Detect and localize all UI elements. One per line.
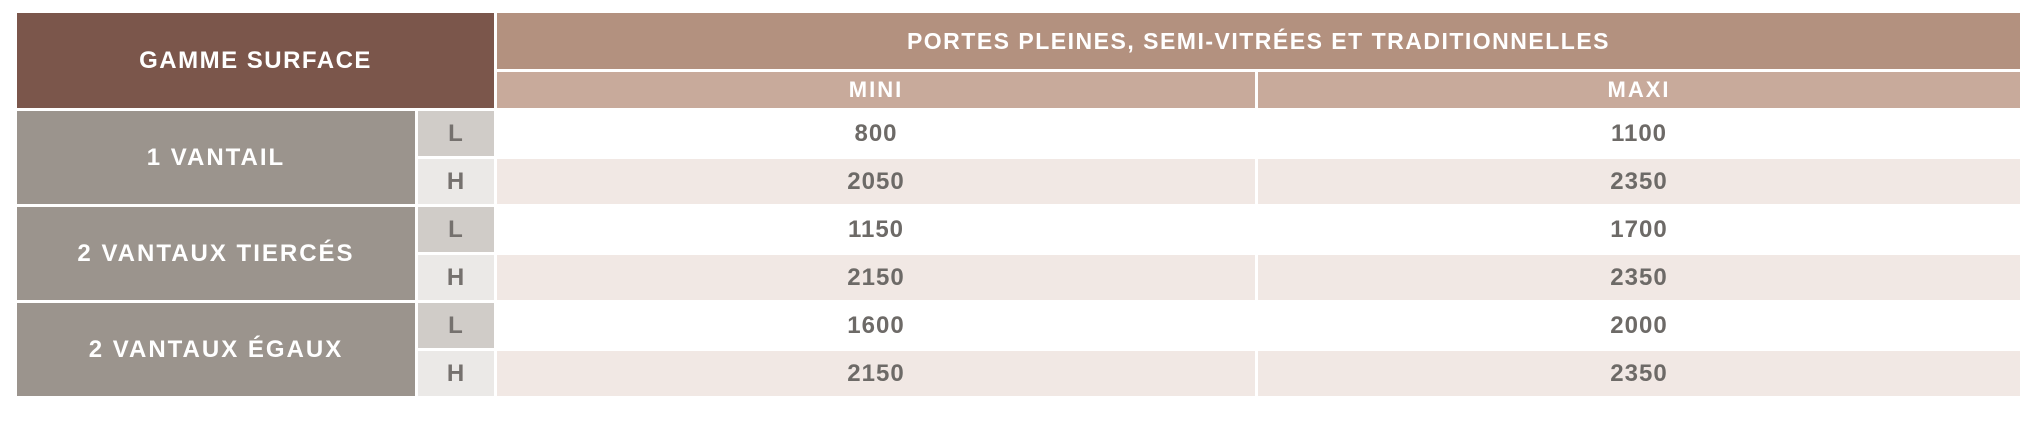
dim-cell-h: H [418, 255, 494, 300]
table-row: H 2050 2350 [17, 159, 2020, 204]
dim-cell-l: L [418, 207, 494, 252]
value-cell-maxi: 2350 [1258, 351, 2020, 396]
row-label-1-vantail: 1 VANTAIL [17, 111, 415, 204]
value-cell-maxi: 2350 [1258, 159, 2020, 204]
value-cell-maxi: 1100 [1258, 111, 2020, 156]
table-row: 1 VANTAIL L 800 1100 [17, 111, 2020, 204]
table-row: H 2150 2350 [17, 255, 2020, 300]
value-cell-mini: 800 [497, 111, 1255, 156]
value-cell-mini: 2050 [497, 159, 1255, 204]
dim-cell-l: L [418, 303, 494, 348]
main-header-portes: PORTES PLEINES, SEMI-VITRÉES ET TRADITIO… [497, 13, 2020, 69]
table-row: 2 VANTAUX ÉGAUX L 1600 2000 [17, 303, 2020, 396]
corner-header-gamme-surface: GAMME SURFACE [17, 13, 494, 108]
row-label-2-vantaux-egaux: 2 VANTAUX ÉGAUX [17, 303, 415, 396]
column-header-mini: MINI [497, 72, 1255, 108]
header-row-main: GAMME SURFACE PORTES PLEINES, SEMI-VITRÉ… [17, 13, 2020, 108]
value-cell-mini: 2150 [497, 351, 1255, 396]
value-cell-maxi: 1700 [1258, 207, 2020, 252]
value-cell-mini: 2150 [497, 255, 1255, 300]
dim-cell-h: H [418, 159, 494, 204]
dim-cell-h: H [418, 351, 494, 396]
value-cell-maxi: 2000 [1258, 303, 2020, 348]
dim-cell-l: L [418, 111, 494, 156]
column-header-maxi: MAXI [1258, 72, 2020, 108]
value-cell-maxi: 2350 [1258, 255, 2020, 300]
value-cell-mini: 1600 [497, 303, 1255, 348]
dimensions-table: GAMME SURFACE PORTES PLEINES, SEMI-VITRÉ… [14, 10, 2023, 399]
table-row: 2 VANTAUX TIERCÉS L 1150 1700 [17, 207, 2020, 300]
row-label-2-vantaux-tierces: 2 VANTAUX TIERCÉS [17, 207, 415, 300]
header-row-sub: MINI MAXI [17, 72, 2020, 108]
table-row: H 2150 2350 [17, 351, 2020, 396]
value-cell-mini: 1150 [497, 207, 1255, 252]
